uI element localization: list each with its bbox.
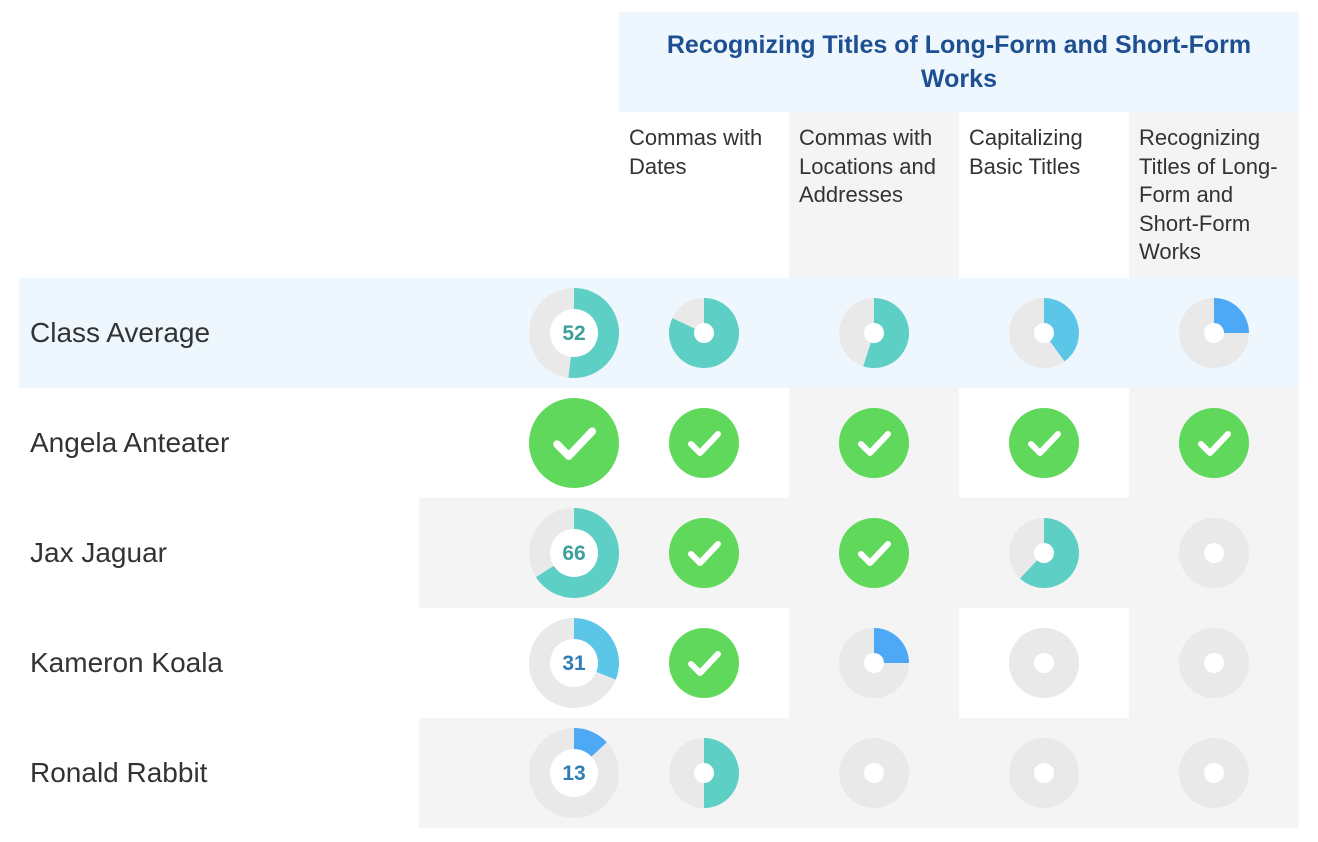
pie-hole [694, 763, 714, 783]
group-header: Recognizing Titles of Long-Form and Shor… [619, 12, 1299, 112]
mastered-check-icon[interactable] [837, 406, 911, 480]
pie-hole [864, 653, 884, 673]
overall-score-ring[interactable]: 13 [528, 727, 620, 819]
progress-pie-icon[interactable] [837, 626, 911, 700]
overall-mastered-check-icon[interactable] [528, 397, 620, 489]
overall-score-ring[interactable]: 52 [528, 287, 620, 379]
mastered-check-icon[interactable] [667, 626, 741, 700]
student-name[interactable]: Kameron Koala [30, 647, 224, 678]
check-circle-bg [669, 518, 739, 588]
check-circle-bg [1179, 408, 1249, 478]
student-row[interactable]: Angela Anteater [19, 388, 1299, 498]
check-circle-bg [669, 628, 739, 698]
pie-hole [1034, 653, 1054, 673]
check-circle-bg [669, 408, 739, 478]
progress-pie-icon[interactable] [1007, 626, 1081, 700]
progress-pie-icon[interactable] [1177, 736, 1251, 810]
student-name[interactable]: Ronald Rabbit [30, 757, 208, 788]
progress-pie-icon[interactable] [1177, 516, 1251, 590]
check-mark [1198, 431, 1231, 456]
column-header-recognizing-titles: Recognizing Titles of Long-Form and Shor… [1139, 125, 1278, 264]
pie-hole [694, 323, 714, 343]
ring-hole [550, 529, 598, 577]
progress-pie-icon[interactable] [1007, 516, 1081, 590]
pie-hole [1204, 543, 1224, 563]
mastered-check-icon[interactable] [837, 516, 911, 590]
pie-sector [874, 628, 909, 663]
progress-pie-icon[interactable] [1007, 296, 1081, 370]
check-mark [858, 541, 891, 566]
overall-score-value: 52 [562, 322, 585, 345]
student-name[interactable]: Jax Jaguar [30, 537, 167, 568]
pie-hole [1034, 763, 1054, 783]
check-mark [688, 541, 721, 566]
ring-hole [550, 309, 598, 357]
mastered-check-icon[interactable] [667, 516, 741, 590]
check-mark [553, 427, 597, 460]
ring-hole [550, 749, 598, 797]
student-row[interactable]: Kameron Koala 31 [19, 608, 1299, 718]
student-row[interactable]: Jax Jaguar 66 [19, 498, 1299, 608]
column-header-capitalizing-titles: Capitalizing Basic Titles [969, 125, 1083, 179]
check-mark [688, 651, 721, 676]
check-circle-bg [529, 398, 619, 488]
overall-score-value: 31 [562, 652, 586, 675]
progress-pie-icon[interactable] [667, 296, 741, 370]
pie-sector [1214, 298, 1249, 333]
pie-hole [1204, 763, 1224, 783]
check-circle-bg [839, 518, 909, 588]
pie-hole [1204, 323, 1224, 343]
overall-score-ring[interactable]: 66 [528, 507, 620, 599]
progress-pie-icon[interactable] [1007, 736, 1081, 810]
pie-sector [863, 298, 909, 368]
student-row[interactable]: Ronald Rabbit 13 [19, 718, 1299, 828]
mastered-check-icon[interactable] [1007, 406, 1081, 480]
check-mark [858, 431, 891, 456]
pie-hole [1034, 323, 1054, 343]
progress-pie-icon[interactable] [1177, 626, 1251, 700]
pie-sector [1044, 298, 1079, 362]
overall-score-value: 13 [562, 762, 585, 785]
check-circle-bg [1009, 408, 1079, 478]
check-circle-bg [839, 408, 909, 478]
column-header-commas-locations: Commas with Locations and Addresses [799, 125, 936, 207]
pie-hole [864, 763, 884, 783]
pie-hole [864, 323, 884, 343]
progress-pie-icon[interactable] [667, 736, 741, 810]
ring-hole [550, 639, 598, 687]
pie-hole [1204, 653, 1224, 673]
progress-pie-icon[interactable] [1177, 296, 1251, 370]
progress-pie-icon[interactable] [837, 736, 911, 810]
check-mark [688, 431, 721, 456]
class-average-row[interactable]: Class Average 52 [19, 278, 1299, 388]
pie-hole [1034, 543, 1054, 563]
progress-pie-icon[interactable] [837, 296, 911, 370]
overall-score-value: 66 [562, 542, 585, 565]
check-mark [1028, 431, 1061, 456]
student-name[interactable]: Angela Anteater [30, 427, 230, 458]
class-average-label: Class Average [30, 317, 211, 348]
mastered-check-icon[interactable] [667, 406, 741, 480]
overall-score-ring[interactable]: 31 [528, 617, 620, 709]
group-header-title: Recognizing Titles of Long-Form and Shor… [666, 31, 1252, 93]
pie-sector [704, 738, 739, 808]
column-header-commas-dates: Commas with Dates [629, 125, 763, 179]
mastered-check-icon[interactable] [1177, 406, 1251, 480]
